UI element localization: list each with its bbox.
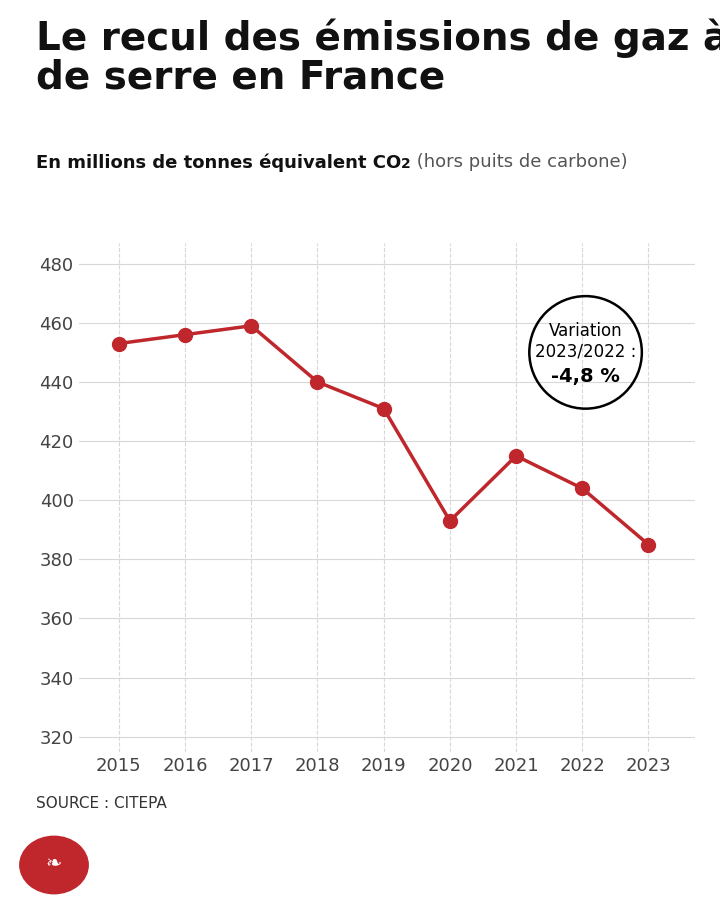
Point (246, 319, 257, 333)
Point (643, 537, 654, 552)
Text: SOURCE : CITEPA: SOURCE : CITEPA (36, 796, 167, 811)
Ellipse shape (19, 836, 89, 894)
Text: (hors puits de carbone): (hors puits de carbone) (411, 153, 628, 171)
Text: 2023/2022 :: 2023/2022 : (535, 342, 636, 360)
Point (179, 328, 191, 342)
Point (378, 401, 390, 416)
Point (577, 482, 588, 496)
Text: En millions de tonnes équivalent CO: En millions de tonnes équivalent CO (36, 153, 401, 172)
Point (113, 337, 125, 351)
Text: 2: 2 (401, 157, 411, 171)
Text: -4,8 %: -4,8 % (551, 366, 620, 385)
Text: Variation: Variation (549, 322, 622, 340)
Text: de serre en France: de serre en France (36, 58, 445, 96)
Text: Les Echos: Les Echos (104, 849, 289, 881)
Text: ❧: ❧ (46, 854, 62, 873)
Point (312, 374, 323, 389)
Point (444, 514, 456, 528)
Point (510, 449, 522, 464)
Text: Le recul des émissions de gaz à effet: Le recul des émissions de gaz à effet (36, 18, 720, 58)
